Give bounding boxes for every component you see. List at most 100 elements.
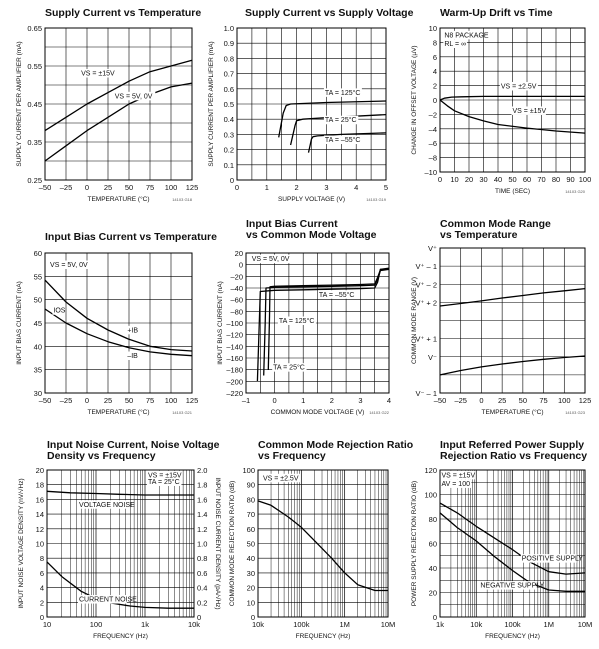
x-axis-label: COMMON MODE VOLTAGE (V)	[271, 409, 365, 416]
y-axis-label: COMMON MODE REJECTION RATIO (dB)	[229, 481, 236, 607]
chart-title: vs Temperature	[440, 229, 518, 241]
annotation-bg	[113, 91, 156, 101]
y-tick-label: 4	[40, 584, 44, 593]
y-tick-label: 0.8	[224, 54, 234, 63]
x-axis-label: FREQUENCY (Hz)	[93, 633, 148, 640]
series-line	[44, 279, 193, 352]
x-tick-label: 0	[85, 396, 89, 405]
x-tick-label: 0	[273, 396, 277, 405]
y-axis-label: SUPPLY CURRENT PER AMPLIFIER (mA)	[16, 41, 23, 166]
figure-id: 14103 G18	[172, 197, 193, 202]
series-line	[307, 132, 387, 153]
series-line	[439, 502, 586, 575]
x-tick-label: 5	[384, 183, 388, 192]
y-tick-label: 8	[40, 554, 44, 563]
y-tick-label: 0	[230, 176, 234, 185]
x-tick-label: 1k	[141, 620, 149, 629]
y-tick-label: 0.2	[224, 146, 234, 155]
annotation-bg	[440, 479, 472, 488]
x-tick-label: –50	[434, 396, 447, 405]
annotation-bg	[272, 363, 307, 372]
y2-tick-label: 0.6	[197, 569, 207, 578]
y-tick-label: 100	[242, 466, 255, 475]
y-tick-label: V⁺ – 1	[416, 262, 437, 271]
figure-id: 14103 G20	[565, 189, 586, 194]
chart-title: Input Noise Current, Noise Voltage	[47, 439, 220, 451]
y-tick-label: 20	[235, 249, 243, 258]
y-tick-label: 70	[247, 510, 255, 519]
gridlines	[439, 469, 585, 618]
y-tick-label: 6	[433, 53, 437, 62]
x-tick-label: –25	[60, 183, 73, 192]
annotation-bg	[261, 473, 300, 483]
y-tick-label: 18	[36, 481, 44, 490]
annotation-bg	[52, 306, 66, 315]
chart-1: Supply Current vs Temperature –50 –25 0 25 50…	[16, 7, 201, 203]
y-tick-label: 90	[247, 481, 255, 490]
y-tick-label: 10	[36, 540, 44, 549]
x-tick-label: 4	[387, 396, 391, 405]
gridlines	[439, 27, 586, 173]
y-tick-label: 20	[36, 466, 44, 475]
x-axis-label: TEMPERATURE (°C)	[87, 195, 149, 203]
figure-id: 14103 G21	[172, 410, 193, 415]
y-tick-label: 100	[424, 491, 437, 500]
annotation-bg	[479, 581, 536, 590]
series-line	[439, 512, 585, 592]
x-tick-label: 125	[579, 396, 592, 405]
annotation-bg	[78, 500, 127, 509]
y-tick-label: 0	[433, 613, 437, 622]
y-tick-label: 80	[247, 495, 255, 504]
annotation-bg	[250, 254, 293, 264]
y-tick-label: 4	[433, 67, 437, 76]
series-line	[257, 500, 388, 592]
x-tick-label: 60	[523, 175, 531, 184]
y-tick-label: 8	[433, 38, 437, 47]
y-tick-label: 0.55	[27, 62, 42, 71]
chart-title: Input Bias Current vs Temperature	[45, 231, 217, 243]
x-tick-label: 100	[579, 175, 592, 184]
x-axis-label: TEMPERATURE (°C)	[87, 408, 149, 416]
y-axis-label: POWER SUPPLY REJECTION RATIO (dB)	[411, 481, 418, 606]
series-line	[44, 59, 193, 132]
x-axis-label: SUPPLY VOLTAGE (V)	[278, 196, 345, 203]
x-tick-label: 10k	[470, 620, 482, 629]
figure-id: 14103 G23	[565, 410, 586, 415]
x-tick-label: 100k	[504, 620, 521, 629]
y-tick-label: 10	[247, 598, 255, 607]
y-tick-label: V⁻ – 1	[416, 389, 437, 398]
y-axis-label: COMMON MODE RANGE (V)	[411, 277, 418, 364]
annotation-label: –IB	[127, 353, 138, 360]
x-tick-label: 25	[104, 183, 112, 192]
annotation-bg	[277, 316, 316, 325]
annotation-label: TA = 25°C	[273, 364, 305, 372]
series-line	[439, 287, 586, 307]
annotation-bg	[80, 69, 115, 78]
x-tick-label: 3	[324, 183, 328, 192]
plot-frame	[236, 27, 387, 181]
annotation-label: +IB	[127, 327, 138, 334]
gridlines	[46, 469, 194, 618]
y-tick-label: 40	[247, 554, 255, 563]
annotation-bg	[443, 30, 482, 40]
y2-tick-label: 0.8	[197, 554, 207, 563]
y-tick-label: V⁺ + 1	[415, 335, 437, 344]
annotation-bg	[520, 554, 577, 563]
series-line	[44, 82, 193, 162]
y-tick-label: –220	[226, 389, 243, 398]
x-tick-label: 40	[494, 175, 502, 184]
x-tick-label: 100	[165, 183, 178, 192]
annotation-label: TA = 25°C	[148, 478, 180, 486]
y-tick-label: 60	[429, 540, 437, 549]
y-tick-label: –80	[230, 307, 243, 316]
y-tick-label: 0.9	[224, 39, 234, 48]
annotation-label: VS = ±15V	[148, 472, 182, 479]
y-tick-label: 0.4	[224, 115, 234, 124]
x-tick-label: 70	[537, 175, 545, 184]
annotation-bg	[323, 88, 362, 97]
annotation-label: VS = ±2.5V	[263, 475, 299, 482]
y-tick-label: 2	[433, 82, 437, 91]
annotation-label: VS = 5V, 0V	[50, 262, 88, 269]
